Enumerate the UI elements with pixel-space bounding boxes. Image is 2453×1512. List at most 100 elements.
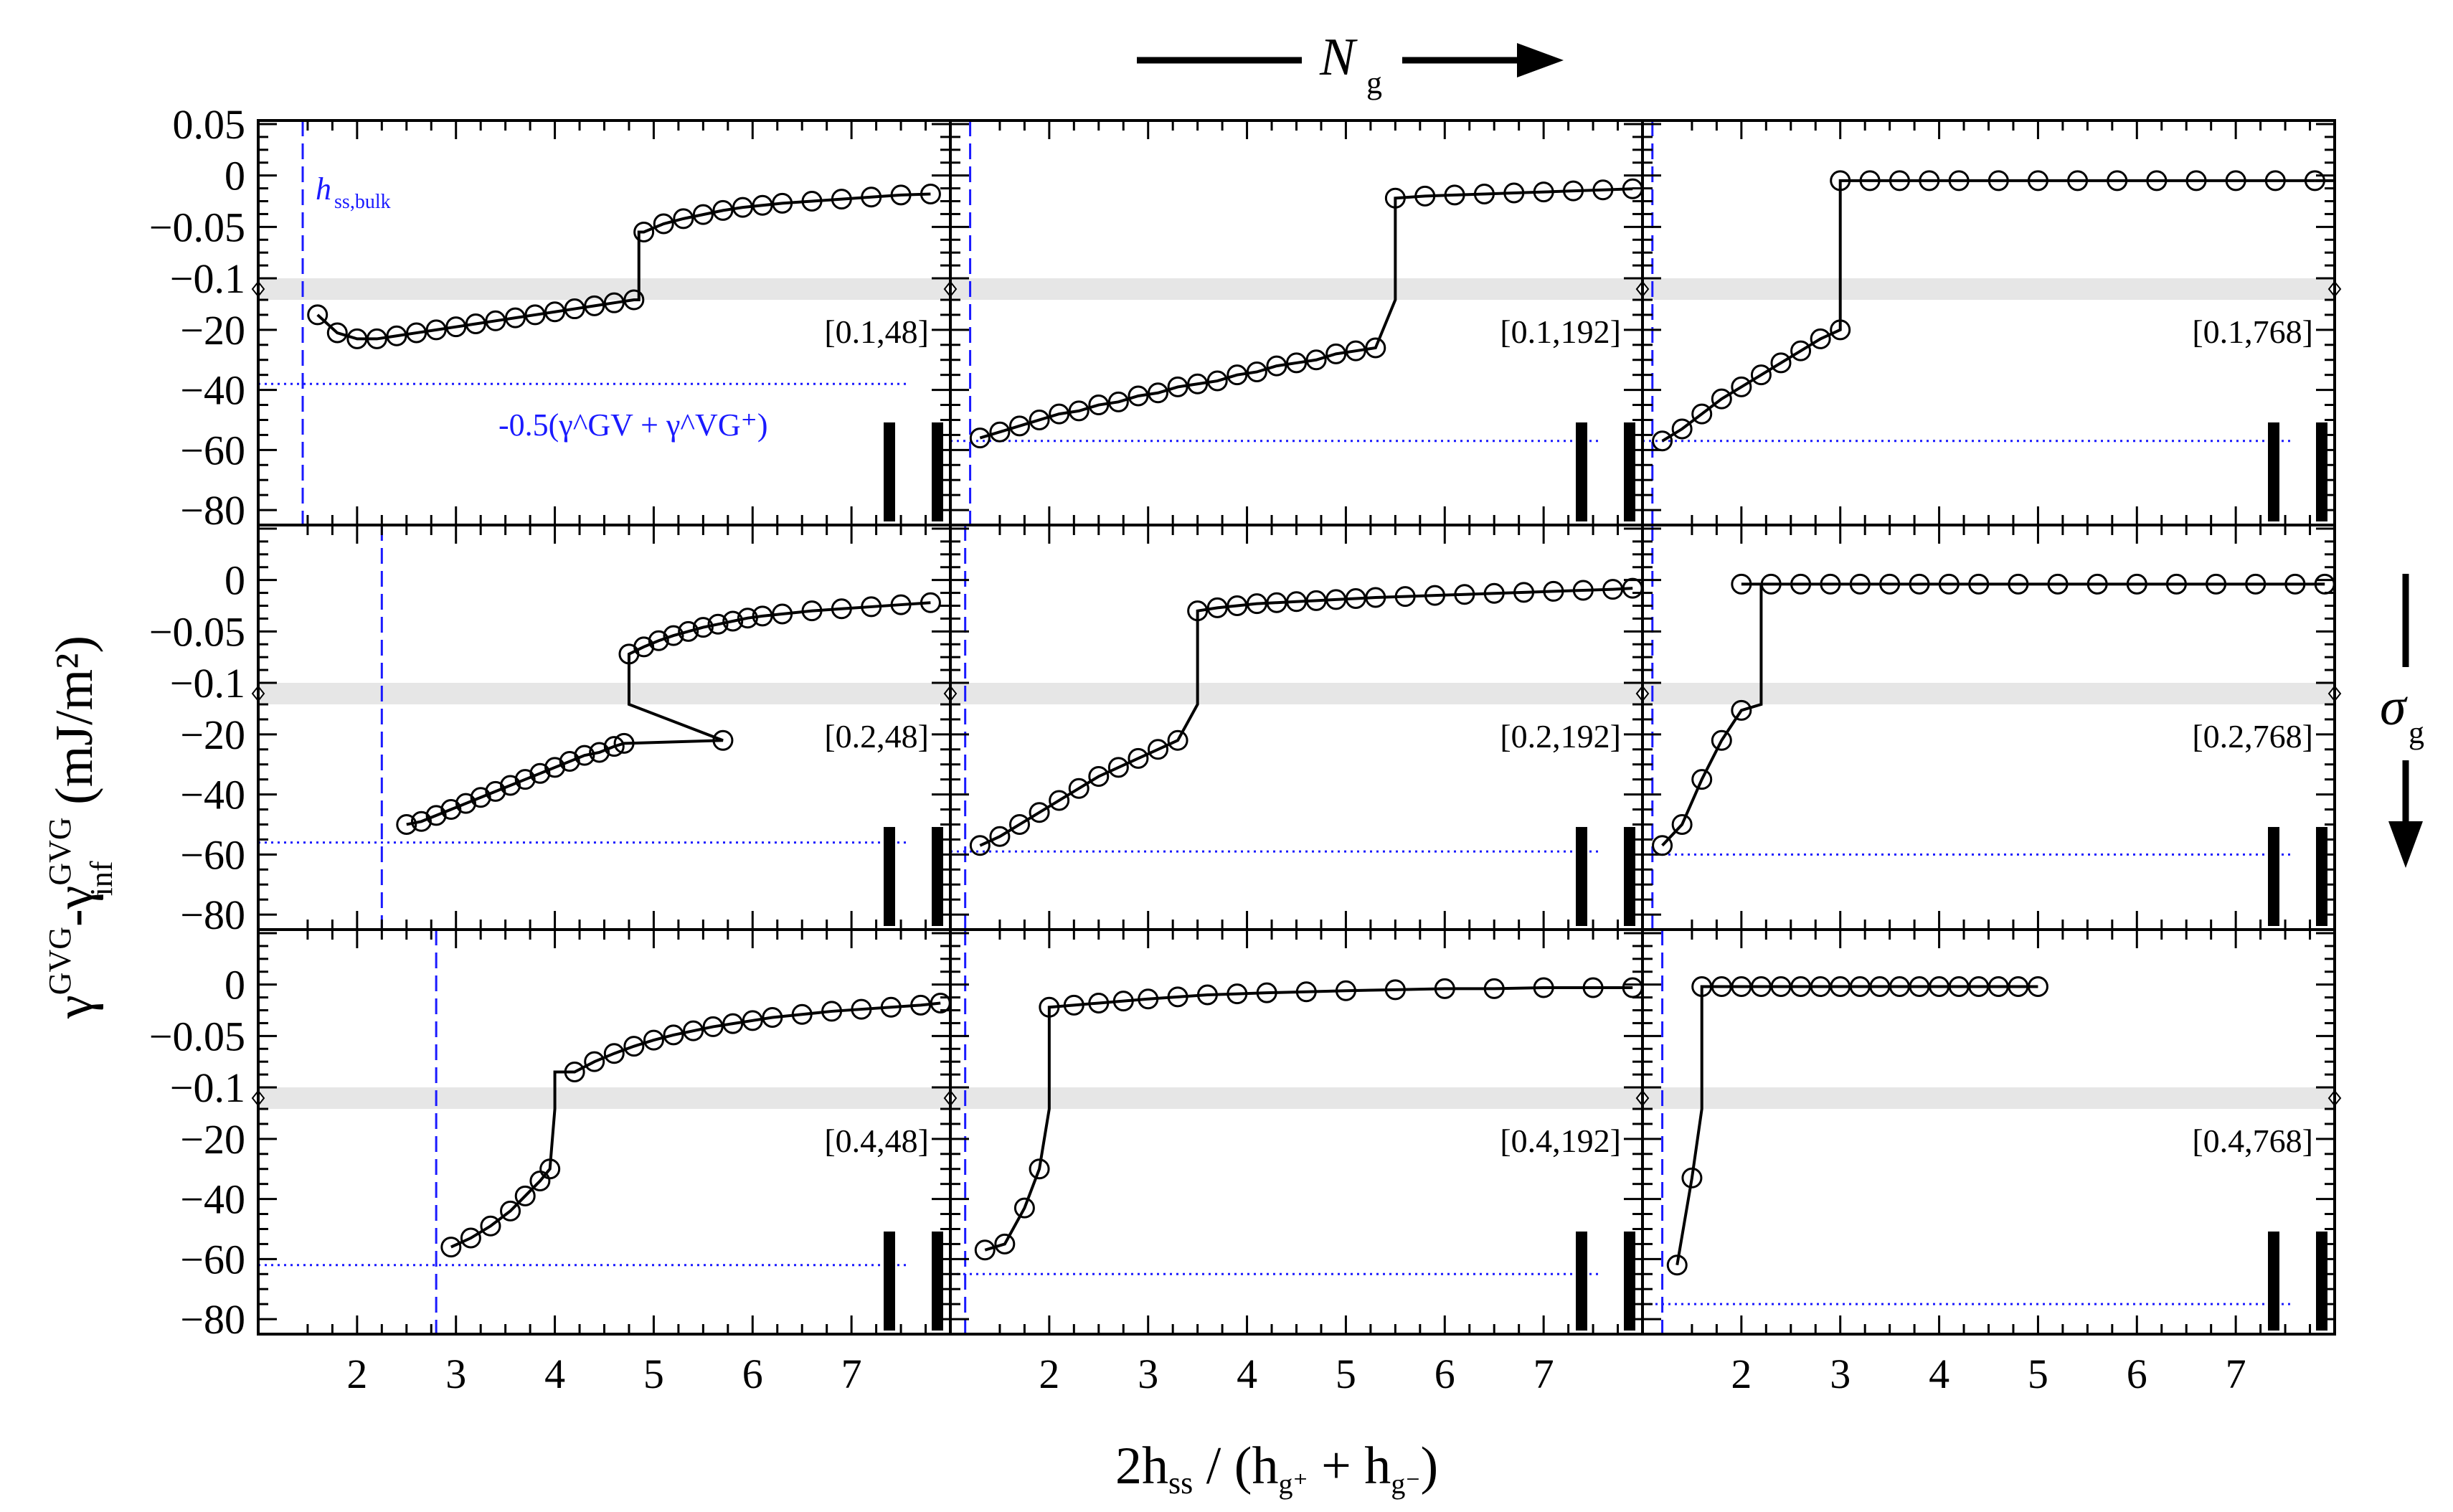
upper-point — [1760, 573, 1782, 595]
break-band — [950, 683, 1643, 704]
upper-point — [1820, 573, 1841, 595]
upper-point — [861, 186, 882, 208]
lower-point — [544, 757, 566, 778]
y-tick-label-upper: 0 — [224, 962, 245, 1008]
snapshot-bar — [2316, 1231, 2327, 1331]
x-title-sub2: g⁺ — [1278, 1468, 1308, 1500]
upper-point — [1988, 170, 2009, 192]
upper-point — [1513, 582, 1535, 603]
upper-point — [692, 204, 714, 225]
top-arrow-head — [1517, 43, 1564, 77]
upper-point — [742, 1010, 763, 1031]
lower-point — [1088, 765, 1110, 787]
x-tick-label: 2 — [1731, 1351, 1752, 1397]
lower-point — [485, 310, 506, 331]
upper-point — [1473, 183, 1495, 204]
upper-series-ext — [2315, 179, 2336, 278]
upper-point — [603, 1043, 625, 1064]
lower-point — [1107, 391, 1129, 412]
lower-point — [1049, 790, 1070, 811]
x-tick-label: 6 — [2127, 1351, 2147, 1397]
lower-point — [465, 313, 486, 334]
upper-point — [1226, 983, 1248, 1005]
upper-point — [653, 213, 674, 235]
lower-series-line — [979, 278, 1397, 440]
upper-point — [1582, 977, 1604, 998]
snapshot-bar — [2316, 422, 2327, 521]
x-tick-label: 4 — [1929, 1351, 1949, 1397]
break-band — [258, 278, 950, 300]
upper-point — [1889, 976, 1910, 998]
lower-series-line — [979, 683, 1199, 847]
bulk-label-sub: ss,bulk — [334, 191, 391, 213]
upper-point — [1434, 978, 1455, 999]
panel-label: [0.2,48] — [824, 718, 929, 755]
top-arrow: N g — [1137, 22, 1564, 100]
x-tick-label: 3 — [445, 1351, 466, 1397]
lower-point — [1681, 1167, 1703, 1189]
snapshot-bar — [1576, 422, 1587, 521]
x-tick-label: 3 — [1138, 1351, 1158, 1397]
upper-point — [2027, 976, 2048, 998]
upper-point — [1711, 976, 1732, 998]
lower-point — [589, 742, 610, 763]
lower-series-line — [1661, 683, 1763, 847]
x-title-plus: + h — [1308, 1437, 1391, 1496]
lower-point — [1731, 699, 1752, 721]
panel-label: [0.2,768] — [2192, 718, 2313, 755]
y-tick-label-upper: 0.05 — [173, 101, 246, 148]
lower-point — [1691, 769, 1713, 790]
upper-point — [1256, 982, 1277, 1003]
upper-point — [737, 608, 758, 629]
upper-point — [663, 625, 684, 646]
upper-point — [2225, 170, 2246, 192]
upper-point — [1246, 593, 1267, 615]
upper-point — [1770, 976, 1792, 998]
y-tick-label-upper: −0.1 — [170, 660, 245, 707]
lower-point — [514, 769, 536, 790]
top-arrow-label: N — [1319, 28, 1358, 87]
lower-point — [1286, 352, 1307, 374]
upper-point — [692, 617, 714, 638]
y-title-minus: -γ — [45, 886, 104, 927]
top-arrow-label-sub: g — [1366, 65, 1382, 100]
upper-series-line — [1394, 187, 1633, 278]
x-tick-label: 3 — [1830, 1351, 1851, 1397]
y-tick-label-lower: −60 — [180, 831, 245, 878]
y-title-sub2: inf — [84, 861, 119, 896]
upper-series-line — [1838, 179, 2315, 278]
upper-point — [2146, 170, 2168, 192]
x-tick-label: 6 — [742, 1351, 763, 1397]
x-title-main: 2h — [1115, 1437, 1168, 1496]
lower-point — [1148, 382, 1168, 404]
upper-series-line — [1700, 985, 2038, 1087]
lower-point — [1167, 376, 1188, 397]
upper-point — [1503, 182, 1525, 204]
upper-point — [1938, 573, 1960, 595]
lower-point — [1711, 729, 1732, 751]
upper-point — [1266, 592, 1287, 613]
snapshot-bar — [932, 1231, 943, 1331]
lower-point — [974, 1239, 996, 1261]
lower-point — [455, 793, 476, 814]
upper-point — [732, 197, 753, 218]
lower-point — [1711, 388, 1732, 410]
upper-series-line — [1047, 986, 1633, 1087]
lower-point — [1167, 729, 1188, 751]
upper-point — [707, 613, 729, 635]
upper-point — [2264, 170, 2286, 192]
panel-label: [0.1,768] — [2192, 313, 2313, 350]
upper-point — [1543, 580, 1564, 602]
upper-point — [1849, 573, 1871, 595]
y-tick-label-upper: −0.05 — [149, 204, 245, 250]
snapshot-bar — [884, 826, 895, 926]
lower-point — [1128, 385, 1149, 407]
upper-point — [1602, 579, 1624, 600]
y-tick-label-lower: −20 — [180, 1116, 245, 1163]
x-tick-label: 2 — [1039, 1351, 1059, 1397]
lower-point — [1128, 747, 1149, 769]
upper-point — [722, 1013, 744, 1034]
lower-point — [539, 1158, 561, 1180]
y-tick-label-upper: −0.05 — [149, 1013, 245, 1059]
upper-point — [1088, 992, 1110, 1013]
